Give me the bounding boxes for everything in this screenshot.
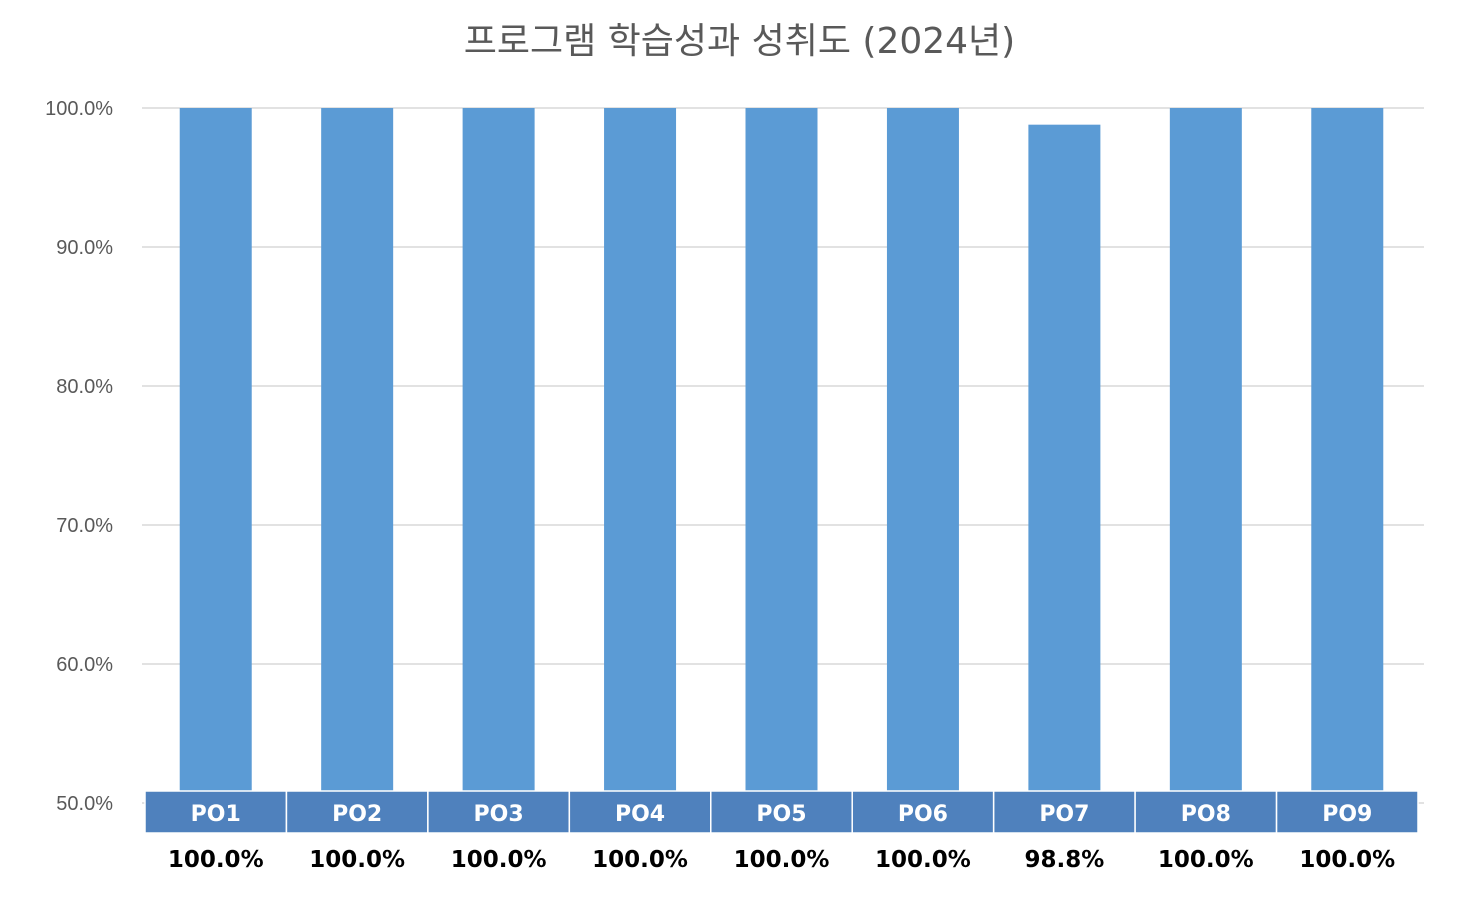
bars: [179, 108, 1384, 792]
y-tick-label: 100.0%: [45, 98, 113, 120]
data-label: 100.0%: [309, 847, 405, 873]
category-label: PO6: [898, 802, 948, 827]
y-tick-label: 90.0%: [56, 237, 113, 259]
bar-po8: [1169, 108, 1242, 791]
data-label: 100.0%: [168, 847, 264, 873]
chart-title: 프로그램 학습성과 성취도 (2024년): [463, 21, 1016, 62]
data-label: 98.8%: [1024, 847, 1104, 873]
data-label: 100.0%: [1158, 847, 1254, 873]
bar-po4: [604, 108, 677, 791]
value-labels: 100.0% 100.0% 100.0% 100.0% 100.0% 100.0% 98.8…: [168, 847, 1395, 873]
y-tick-label: 80.0%: [56, 376, 113, 398]
bar-po2: [321, 108, 394, 791]
category-cell: [992, 790, 1136, 834]
category-label: PO8: [1181, 802, 1231, 827]
data-label: 100.0%: [875, 847, 971, 873]
category-label: PO3: [474, 802, 524, 827]
category-cell: [1275, 790, 1419, 834]
data-label: 100.0%: [592, 847, 688, 873]
y-tick-label: 50.0%: [56, 793, 113, 815]
category-label: PO2: [332, 802, 382, 827]
data-label: 100.0%: [451, 847, 547, 873]
category-table: PO1 PO2 PO3 PO4 PO5 PO6 PO7 PO8 PO9: [144, 790, 1419, 834]
category-label: PO9: [1322, 802, 1372, 827]
bar-po3: [462, 108, 535, 791]
category-cell: [285, 790, 429, 834]
category-label: PO4: [615, 802, 665, 827]
data-label: 100.0%: [734, 847, 830, 873]
category-cell: [568, 790, 712, 834]
bar-po7: [1028, 124, 1101, 792]
category-label: PO7: [1039, 802, 1089, 827]
bar-po1: [179, 108, 252, 791]
category-label: PO5: [756, 802, 806, 827]
category-cell: [851, 790, 995, 834]
y-axis-ticks: 50.0% 60.0% 70.0% 80.0% 90.0% 100.0%: [45, 98, 113, 815]
bar-po9: [1311, 108, 1384, 791]
category-cell: [1134, 790, 1278, 834]
category-cell: [710, 790, 853, 834]
bar-po5: [745, 108, 818, 791]
data-label: 100.0%: [1299, 847, 1395, 873]
category-label: PO1: [191, 802, 241, 827]
bar-po6: [886, 108, 959, 791]
category-cell: [427, 790, 571, 834]
y-tick-label: 60.0%: [56, 654, 113, 676]
y-tick-label: 70.0%: [56, 515, 113, 537]
